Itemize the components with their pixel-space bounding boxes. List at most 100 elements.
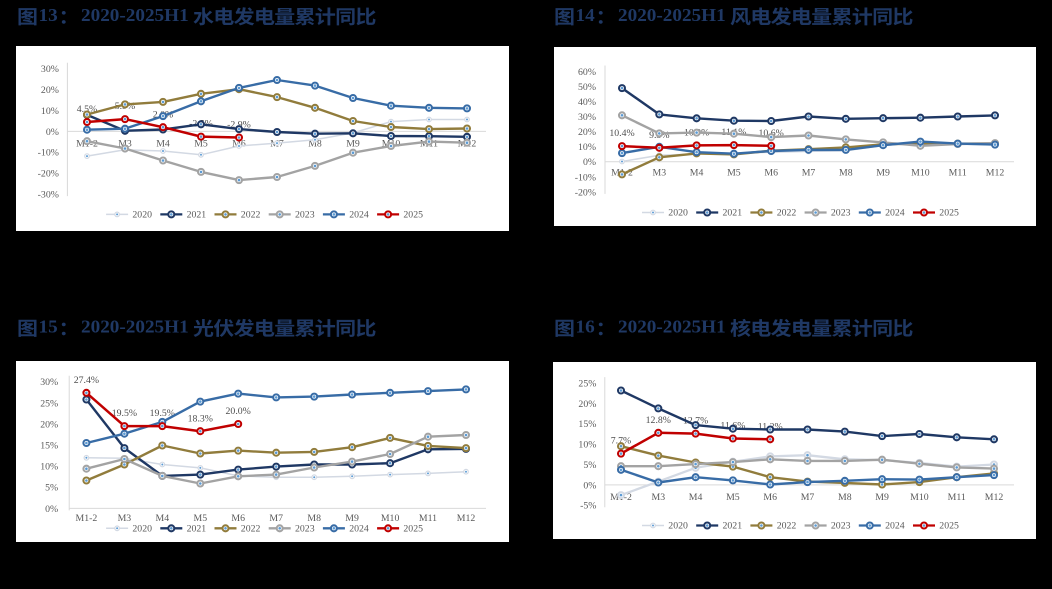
svg-text:19.5%: 19.5% (150, 408, 175, 419)
svg-text:2022: 2022 (241, 523, 261, 534)
svg-text:M4: M4 (689, 492, 703, 503)
svg-text:12.8%: 12.8% (646, 415, 671, 426)
svg-text:M5: M5 (727, 168, 741, 179)
svg-text:M11: M11 (949, 168, 967, 179)
svg-text:4.5%: 4.5% (77, 104, 97, 115)
svg-text:2023: 2023 (295, 209, 315, 220)
svg-text:16: 16 (576, 317, 595, 336)
svg-text:2022: 2022 (241, 209, 261, 220)
svg-text:25%: 25% (40, 398, 58, 409)
svg-text:0%: 0% (583, 157, 596, 168)
svg-text:7.7%: 7.7% (611, 436, 631, 447)
svg-text:2020-2025H1: 2020-2025H1 (81, 5, 189, 24)
svg-text:-20%: -20% (575, 187, 596, 198)
svg-text:15: 15 (39, 317, 58, 336)
svg-text:2023: 2023 (295, 523, 315, 534)
svg-text:2025: 2025 (403, 523, 423, 534)
svg-text:20.0%: 20.0% (226, 406, 251, 417)
svg-text:M9: M9 (876, 168, 890, 179)
svg-text:M7: M7 (269, 513, 283, 524)
svg-text:2020: 2020 (668, 208, 688, 219)
svg-text:27.4%: 27.4% (74, 375, 99, 386)
svg-text:19.5%: 19.5% (112, 408, 137, 419)
svg-text:M8: M8 (308, 139, 322, 150)
svg-text:15%: 15% (578, 419, 596, 430)
svg-text:0%: 0% (45, 504, 58, 515)
svg-text:M7: M7 (801, 492, 815, 503)
svg-text:M9: M9 (345, 513, 359, 524)
svg-text:2021: 2021 (187, 523, 207, 534)
svg-text:10.4%: 10.4% (609, 128, 634, 139)
svg-text:14: 14 (576, 5, 595, 24)
svg-text:5%: 5% (45, 483, 58, 494)
svg-text:15%: 15% (40, 441, 58, 452)
svg-text:M7: M7 (802, 168, 816, 179)
svg-text:M6: M6 (763, 492, 777, 503)
svg-text:2024: 2024 (885, 521, 905, 532)
svg-text:2025: 2025 (403, 209, 423, 220)
svg-text:20%: 20% (578, 399, 596, 410)
svg-text:2020-2025H1: 2020-2025H1 (618, 317, 726, 336)
svg-text:M8: M8 (839, 168, 853, 179)
svg-text:5%: 5% (583, 460, 596, 471)
svg-text:M5: M5 (193, 513, 207, 524)
svg-text:M6: M6 (231, 513, 245, 524)
svg-text:20%: 20% (578, 127, 596, 138)
svg-text:2025: 2025 (939, 208, 959, 219)
svg-text:10%: 10% (578, 440, 596, 451)
svg-text:M9: M9 (875, 492, 889, 503)
svg-text:30%: 30% (41, 64, 59, 75)
svg-text:18.3%: 18.3% (188, 413, 213, 424)
svg-text:M12: M12 (985, 492, 1004, 503)
svg-text:-30%: -30% (38, 190, 59, 201)
svg-text:2022: 2022 (777, 208, 797, 219)
svg-text:M5: M5 (194, 139, 208, 150)
svg-text:M10: M10 (910, 492, 929, 503)
svg-text:M3: M3 (652, 168, 666, 179)
svg-text:M8: M8 (838, 492, 852, 503)
svg-text:-5%: -5% (580, 501, 596, 512)
svg-text:50%: 50% (578, 82, 596, 93)
svg-text:20%: 20% (41, 85, 59, 96)
svg-text:M10: M10 (381, 513, 400, 524)
svg-text:M12: M12 (986, 168, 1005, 179)
svg-text:M10: M10 (911, 168, 930, 179)
svg-text:10%: 10% (40, 462, 58, 473)
svg-text:M5: M5 (726, 492, 740, 503)
svg-text:-10%: -10% (575, 172, 596, 183)
svg-text:0%: 0% (583, 480, 596, 491)
svg-text:2021: 2021 (723, 521, 743, 532)
svg-text:2022: 2022 (777, 521, 797, 532)
svg-text:0%: 0% (46, 127, 59, 138)
svg-text:2021: 2021 (187, 209, 207, 220)
svg-text:2020: 2020 (668, 521, 688, 532)
svg-text:M1-2: M1-2 (76, 513, 98, 524)
svg-text:2020-2025H1: 2020-2025H1 (81, 317, 189, 336)
svg-text:10%: 10% (578, 142, 596, 153)
svg-text:M3: M3 (118, 513, 132, 524)
svg-text:M6: M6 (764, 168, 778, 179)
svg-text:30%: 30% (40, 377, 58, 388)
svg-text:2023: 2023 (831, 521, 851, 532)
svg-text:13: 13 (39, 5, 58, 24)
svg-text:M3: M3 (118, 139, 132, 150)
svg-text:2021: 2021 (723, 208, 743, 219)
svg-text:2024: 2024 (349, 523, 369, 534)
svg-text:M9: M9 (346, 139, 360, 150)
svg-text:30%: 30% (578, 112, 596, 123)
svg-text:2020-2025H1: 2020-2025H1 (618, 5, 726, 24)
svg-text:2020: 2020 (132, 523, 152, 534)
svg-text:M4: M4 (155, 513, 169, 524)
svg-text:M4: M4 (690, 168, 704, 179)
svg-text:2020: 2020 (132, 209, 152, 220)
svg-text:M4: M4 (156, 139, 170, 150)
svg-text:40%: 40% (578, 97, 596, 108)
svg-text:25%: 25% (578, 379, 596, 390)
svg-text:M11: M11 (419, 513, 437, 524)
svg-text:20%: 20% (40, 419, 58, 430)
svg-text:60%: 60% (578, 67, 596, 78)
svg-text:M8: M8 (307, 513, 321, 524)
svg-text:M3: M3 (651, 492, 665, 503)
svg-text:M12: M12 (457, 513, 476, 524)
svg-text:-20%: -20% (38, 169, 59, 180)
